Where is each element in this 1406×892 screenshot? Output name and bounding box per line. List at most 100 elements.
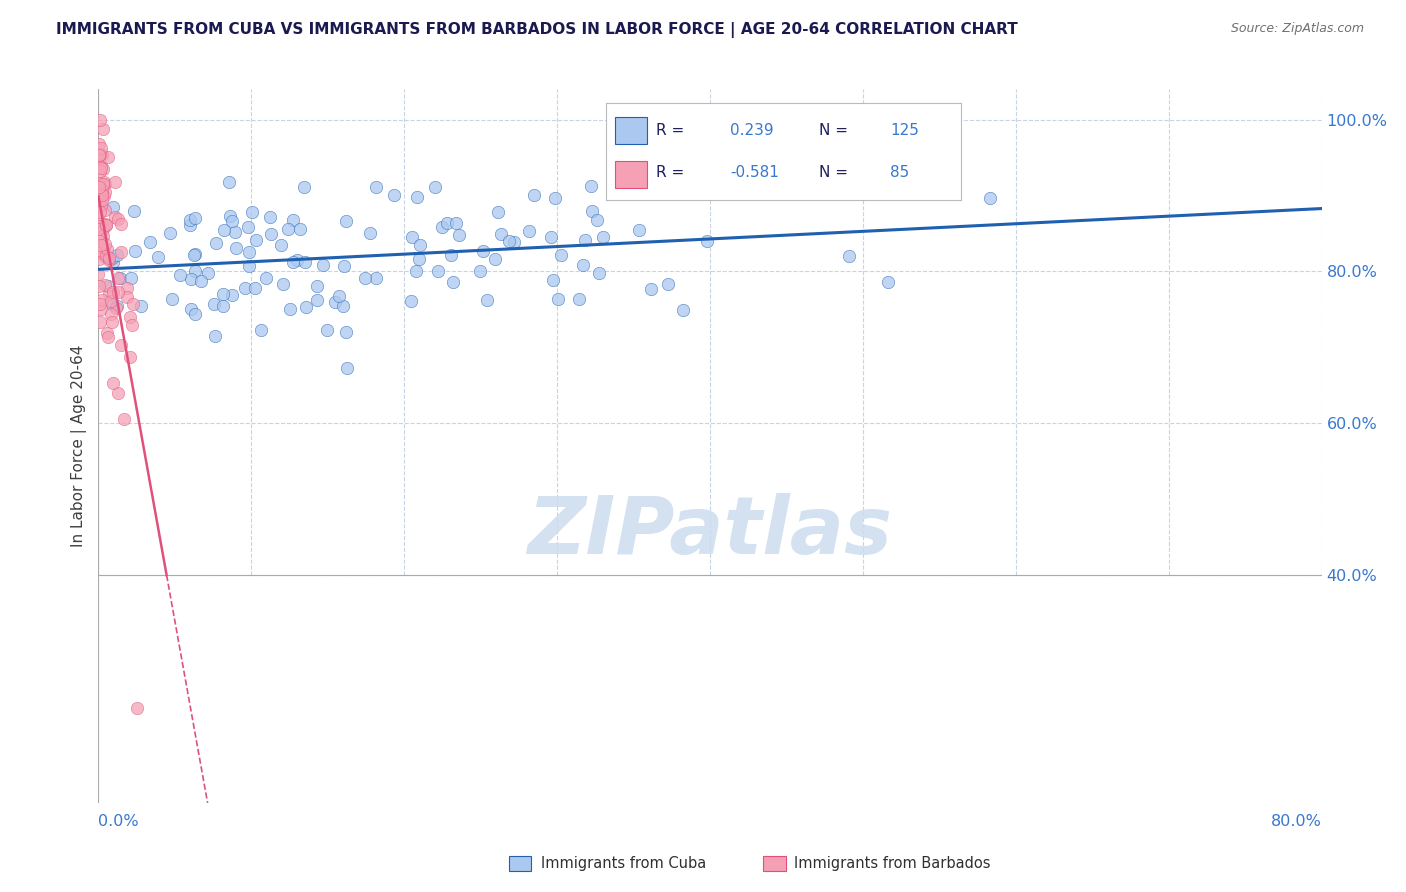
Point bbox=[100, 307, 122, 321]
Point bbox=[486, 204, 509, 219]
Point bbox=[96, 242, 118, 256]
Point bbox=[179, 213, 201, 227]
Point bbox=[238, 259, 260, 273]
Point bbox=[364, 179, 387, 194]
Point bbox=[120, 271, 142, 285]
Point bbox=[240, 205, 263, 219]
Point bbox=[498, 234, 520, 248]
Point bbox=[105, 299, 128, 313]
Point bbox=[401, 230, 423, 244]
Point bbox=[430, 219, 453, 234]
Point bbox=[444, 216, 467, 230]
Point bbox=[979, 191, 1001, 205]
Point bbox=[97, 287, 120, 301]
Point bbox=[89, 147, 111, 161]
Point bbox=[332, 299, 354, 313]
Point bbox=[91, 162, 114, 177]
Point bbox=[354, 271, 377, 285]
Point bbox=[101, 376, 124, 390]
Point bbox=[585, 213, 607, 227]
Point bbox=[408, 252, 430, 266]
Point bbox=[94, 248, 117, 262]
Point bbox=[184, 264, 207, 278]
Point bbox=[333, 260, 356, 274]
Point bbox=[205, 236, 228, 251]
Point bbox=[540, 230, 562, 244]
Point bbox=[89, 278, 111, 293]
Point bbox=[336, 360, 359, 375]
Point bbox=[87, 199, 110, 213]
Point bbox=[221, 214, 243, 228]
Point bbox=[278, 301, 301, 316]
Point bbox=[335, 213, 357, 227]
Point bbox=[236, 220, 259, 235]
Text: Source: ZipAtlas.com: Source: ZipAtlas.com bbox=[1230, 22, 1364, 36]
Point bbox=[87, 222, 110, 236]
Point bbox=[233, 281, 256, 295]
Point bbox=[657, 277, 679, 291]
Point bbox=[877, 178, 900, 193]
Point bbox=[89, 315, 111, 329]
Point bbox=[91, 193, 114, 207]
Point bbox=[238, 245, 260, 260]
Point bbox=[405, 264, 427, 278]
Point bbox=[159, 226, 181, 240]
Point bbox=[574, 233, 596, 247]
Point bbox=[124, 244, 146, 258]
Point bbox=[146, 250, 169, 264]
Point bbox=[107, 211, 129, 226]
Point bbox=[101, 251, 124, 265]
Point bbox=[288, 222, 311, 236]
Point bbox=[94, 186, 117, 200]
Point bbox=[97, 253, 120, 268]
Point bbox=[94, 237, 117, 252]
Point bbox=[89, 112, 111, 127]
Point bbox=[97, 279, 120, 293]
Point bbox=[409, 238, 432, 252]
Point bbox=[105, 248, 128, 262]
Point bbox=[103, 175, 125, 189]
Point bbox=[115, 281, 138, 295]
Point bbox=[91, 293, 114, 307]
Point bbox=[101, 200, 124, 214]
Point bbox=[212, 286, 235, 301]
Text: Immigrants from Barbados: Immigrants from Barbados bbox=[794, 856, 991, 871]
Point bbox=[668, 126, 690, 140]
Point bbox=[382, 188, 405, 202]
Point bbox=[294, 255, 316, 269]
Point bbox=[89, 234, 111, 248]
Point bbox=[89, 297, 111, 311]
Point bbox=[484, 252, 506, 267]
Point bbox=[89, 164, 111, 178]
Point bbox=[224, 225, 246, 239]
Point bbox=[218, 175, 240, 189]
Point bbox=[307, 293, 329, 308]
Point bbox=[90, 141, 112, 155]
Point bbox=[579, 179, 602, 194]
Point bbox=[281, 254, 304, 268]
Point bbox=[441, 275, 464, 289]
Point bbox=[87, 267, 110, 281]
Point bbox=[672, 302, 695, 317]
Point bbox=[202, 296, 225, 310]
Point bbox=[110, 244, 132, 259]
Point bbox=[544, 191, 567, 205]
Point bbox=[115, 290, 138, 304]
Point bbox=[184, 247, 207, 261]
Point bbox=[489, 227, 512, 242]
Point bbox=[87, 252, 110, 266]
Point bbox=[468, 264, 491, 278]
Point bbox=[503, 235, 526, 250]
Point bbox=[285, 253, 308, 268]
Point bbox=[101, 285, 124, 300]
Point bbox=[91, 122, 114, 136]
Point bbox=[93, 177, 115, 191]
Point bbox=[877, 275, 900, 289]
Text: ZIPatlas: ZIPatlas bbox=[527, 492, 893, 571]
Point bbox=[89, 186, 111, 200]
Text: IMMIGRANTS FROM CUBA VS IMMIGRANTS FROM BARBADOS IN LABOR FORCE | AGE 20-64 CORR: IMMIGRANTS FROM CUBA VS IMMIGRANTS FROM … bbox=[56, 22, 1018, 38]
Point bbox=[112, 412, 135, 426]
Point bbox=[120, 350, 142, 364]
Point bbox=[90, 198, 112, 212]
Point bbox=[592, 229, 614, 244]
